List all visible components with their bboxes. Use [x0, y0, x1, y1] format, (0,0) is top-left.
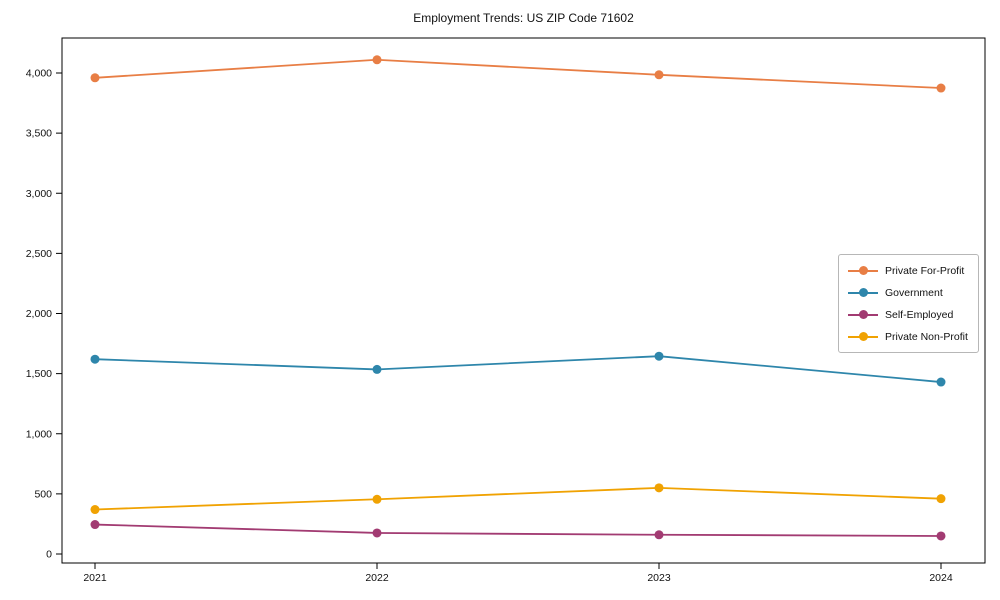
y-axis-tick-label: 2,500: [26, 248, 52, 260]
data-point-marker: [654, 530, 664, 540]
y-axis-tick-label: 500: [34, 488, 52, 500]
y-axis-tick-label: 1,500: [26, 368, 52, 380]
y-axis-tick-label: 0: [46, 549, 52, 561]
x-axis-tick-label: 2023: [647, 572, 671, 584]
data-point-marker: [90, 73, 100, 83]
data-point-marker: [372, 55, 382, 65]
data-point-marker: [936, 531, 946, 541]
y-axis-tick-label: 2,000: [26, 308, 52, 320]
data-point-marker: [90, 520, 100, 530]
data-point-marker: [936, 494, 946, 504]
data-point-marker: [372, 364, 382, 374]
y-axis-tick-label: 3,500: [26, 128, 52, 140]
x-axis-tick-label: 2024: [929, 572, 953, 584]
legend-line-marker-icon: [848, 288, 878, 297]
legend-label: Government: [885, 286, 943, 299]
data-point-marker: [936, 377, 946, 387]
data-point-marker: [372, 528, 382, 538]
series-line-private-for-profit: [94, 58, 942, 89]
legend-item-self-employed: Self-Employed: [848, 306, 969, 323]
y-axis-tick-label: 3,000: [26, 188, 52, 200]
legend-item-private-non-profit: Private Non-Profit: [848, 328, 969, 345]
data-point-marker: [654, 483, 664, 493]
data-point-marker: [654, 351, 664, 361]
legend: Private For-Profit Government Self-Employe…: [838, 254, 979, 353]
legend-line-marker-icon: [848, 310, 878, 319]
legend-line-marker-icon: [848, 332, 878, 341]
data-point-marker: [90, 354, 100, 364]
series-line-private-non-profit: [94, 486, 942, 511]
data-point-marker: [372, 494, 382, 504]
series-line-government: [94, 355, 942, 383]
data-point-marker: [936, 83, 946, 93]
legend-label: Self-Employed: [885, 308, 954, 321]
legend-label: Private Non-Profit: [885, 330, 968, 343]
series-line-self-employed: [94, 523, 942, 537]
x-axis-tick-label: 2021: [83, 572, 107, 584]
legend-line-marker-icon: [848, 266, 878, 275]
legend-item-private-for-profit: Private For-Profit: [848, 262, 969, 279]
data-point-marker: [654, 70, 664, 80]
y-axis-tick-label: 4,000: [26, 68, 52, 80]
plot-frame: [61, 37, 986, 564]
x-axis-tick-label: 2022: [365, 572, 389, 584]
chart-title: Employment Trends: US ZIP Code 71602: [413, 11, 634, 25]
legend-label: Private For-Profit: [885, 264, 965, 277]
data-point-marker: [90, 505, 100, 515]
y-axis-tick-label: 1,000: [26, 428, 52, 440]
legend-item-government: Government: [848, 284, 969, 301]
